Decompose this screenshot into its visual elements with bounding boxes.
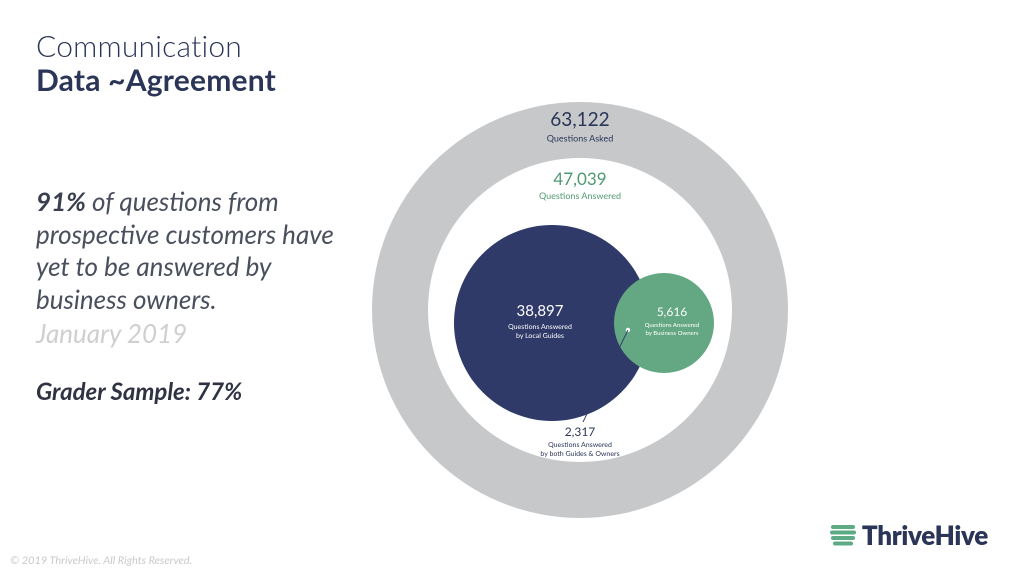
svg-text:47,039: 47,039 [553,168,606,189]
nested-venn-chart: 63,122Questions Asked47,039Questions Ans… [360,90,800,530]
svg-text:5,616: 5,616 [657,304,688,319]
body-block: 91% of questions from prospective custom… [36,185,356,406]
body-paragraph: 91% of questions from prospective custom… [36,185,356,315]
body-percent: 91% [36,185,86,217]
title-line-2: Data ~Agreement [36,62,276,98]
svg-text:by Business Owners: by Business Owners [645,330,698,337]
body-date: January 2019 [36,317,356,349]
svg-text:Questions Answered: Questions Answered [548,441,612,449]
brand-logo: ThriveHive [830,519,988,551]
title-line-1: Communication [36,28,276,64]
svg-text:38,897: 38,897 [517,302,564,320]
svg-text:2,317: 2,317 [565,424,596,439]
svg-text:Questions Answered: Questions Answered [539,190,621,201]
title-block: Communication Data ~Agreement [36,28,276,98]
svg-text:by both Guides & Owners: by both Guides & Owners [540,450,619,458]
svg-text:63,122: 63,122 [550,108,609,131]
brand-icon [830,523,856,547]
footer-copyright: © 2019 ThriveHive. All Rights Reserved. [10,554,192,567]
brand-name: ThriveHive [862,519,988,551]
svg-text:Questions Answered: Questions Answered [645,322,700,329]
svg-text:by Local Guides: by Local Guides [516,332,564,340]
svg-text:Questions Answered: Questions Answered [508,323,572,331]
slide: Communication Data ~Agreement 91% of que… [0,0,1024,575]
svg-text:Questions Asked: Questions Asked [547,132,613,143]
grader-sample: Grader Sample: 77% [36,377,356,406]
